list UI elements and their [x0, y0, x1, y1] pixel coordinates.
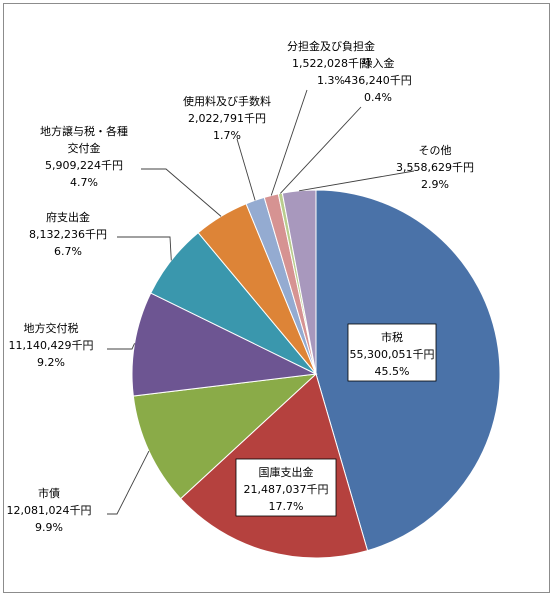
slice-percent-label: 2.9%: [421, 178, 449, 191]
slice-name-label: 市税: [381, 330, 403, 344]
chart-frame: 市税 55,300,051千円 45.5% 国庫支出金 21,487,037千円 17.7…: [3, 3, 550, 593]
slice-percent-label: 17.7%: [269, 500, 304, 513]
slice-name-label: 繰入金: [362, 56, 395, 70]
slice-name-label: 交付金: [68, 141, 101, 155]
slice-percent-label: 45.5%: [375, 365, 410, 378]
label-8-132-236-: 府支出金 8,132,236千円 6.7%: [29, 210, 107, 258]
pie-chart: 市税 55,300,051千円 45.5% 国庫支出金 21,487,037千円 17.7…: [7, 39, 501, 559]
label-55-300-051--box: [347, 323, 437, 382]
label-3-558-629-: その他 3,558,629千円 2.9%: [396, 144, 474, 191]
label-55-300-051-: 市税 55,300,051千円 45.5%: [347, 323, 437, 382]
slice-percent-label: 4.7%: [70, 176, 98, 189]
label-1-522-028-: 分担金及び負担金 1,522,028千円 1.3%: [287, 39, 375, 87]
label-11-140-429-: 地方交付税 11,140,429千円 9.2%: [9, 321, 94, 369]
slice-value-label: 55,300,051千円: [350, 348, 435, 361]
leader-line-3-558-629-: [299, 170, 415, 192]
slice-value-label: 5,909,224千円: [45, 159, 123, 172]
slice-value-label: 21,487,037千円: [244, 483, 329, 496]
leader-line-11-140-429-: [107, 343, 135, 350]
leader-line-1-522-028-: [270, 89, 308, 196]
label-21-487-037--box: [235, 458, 337, 517]
leader-line-12-081-024-: [107, 450, 150, 515]
slice-percent-label: 9.2%: [37, 356, 65, 369]
label-436-240-: 繰入金 436,240千円 0.4%: [344, 56, 412, 104]
leader-line-2-022-791-: [236, 138, 256, 201]
slice-percent-label: 1.3%: [317, 74, 345, 87]
slice-name-label: 府支出金: [46, 210, 90, 224]
pie-slices: [131, 189, 501, 559]
leader-line-8-132-236-: [117, 236, 172, 261]
slice-value-label: 3,558,629千円: [396, 161, 474, 174]
slice-value-label: 436,240千円: [344, 74, 412, 87]
slice-percent-label: 9.9%: [35, 521, 63, 534]
label-12-081-024-: 市債 12,081,024千円 9.9%: [7, 486, 92, 534]
pie-slice-9: [281, 189, 317, 375]
slice-value-label: 12,081,024千円: [7, 504, 92, 517]
slice-name-label: 地方譲与税・各種: [40, 124, 128, 138]
pie-slice-3: [131, 292, 318, 397]
pie-slice-2: [132, 373, 318, 500]
slice-name-label: 地方交付税: [24, 321, 79, 335]
slice-value-label: 2,022,791千円: [188, 112, 266, 125]
slice-name-label: 分担金及び負担金: [287, 39, 375, 53]
label-21-487-037-: 国庫支出金 21,487,037千円 17.7%: [235, 458, 337, 517]
slice-name-label: 国庫支出金: [259, 465, 314, 479]
label-2-022-791-: 使用料及び手数料 2,022,791千円 1.7%: [183, 94, 271, 142]
slice-percent-label: 1.7%: [213, 129, 241, 142]
slice-value-label: 11,140,429千円: [9, 339, 94, 352]
slice-value-label: 8,132,236千円: [29, 228, 107, 241]
slice-name-label: 使用料及び手数料: [183, 94, 271, 108]
leader-line-436-240-: [279, 106, 362, 194]
slice-name-label: その他: [419, 144, 452, 157]
leader-line-5-909-224-: [141, 168, 222, 217]
slice-value-label: 1,522,028千円: [292, 57, 370, 70]
slice-percent-label: 6.7%: [54, 245, 82, 258]
slice-percent-label: 0.4%: [364, 91, 392, 104]
slice-name-label: 市債: [38, 486, 60, 500]
